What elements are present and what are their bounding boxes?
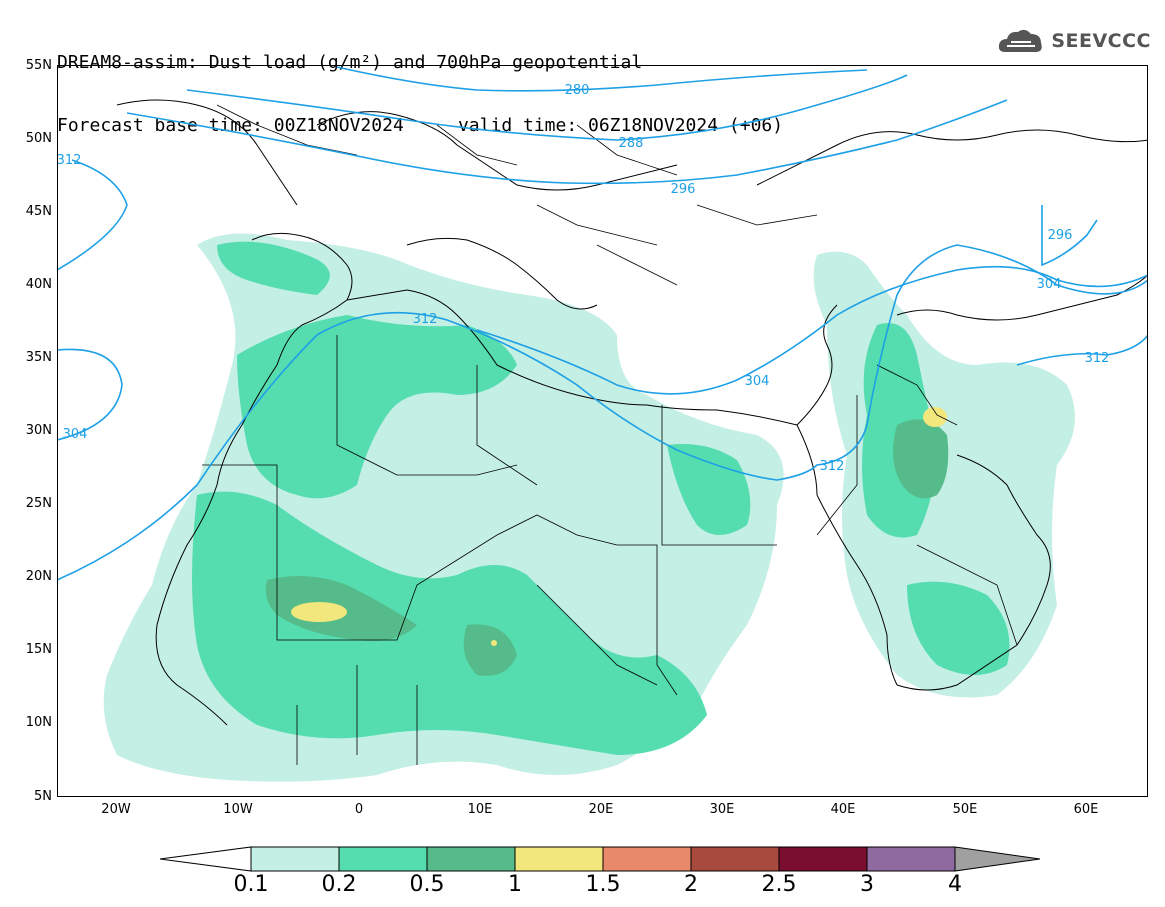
lon-label-60e: 60E <box>1073 802 1099 817</box>
cloud-icon <box>999 29 1043 52</box>
colorbar <box>160 846 1041 872</box>
contour-labels: 280 288 296 304 312 312 304 312 304 312 … <box>57 83 1110 474</box>
lat-label-45n: 45N <box>25 204 52 219</box>
title-line-1: DREAM8-assim: Dust load (g/m²) and 700hP… <box>57 52 643 73</box>
colorbar-label-2: 2 <box>684 872 698 897</box>
coastlines <box>116 99 1148 726</box>
colorbar-bin-1 <box>338 846 428 872</box>
lon-label-50e: 50E <box>952 802 978 817</box>
dust-field-medium <box>192 241 1010 755</box>
colorbar-bin-6 <box>778 846 868 872</box>
contour-label-296-east: 296 <box>1048 228 1073 243</box>
colorbar-bin-0 <box>250 846 340 872</box>
contour-label-312-central: 312 <box>413 312 438 327</box>
contour-label-304-central: 304 <box>745 374 770 389</box>
colorbar-bin-3 <box>514 846 604 872</box>
geopotential-contours <box>57 66 1148 581</box>
lon-label-30e: 30E <box>709 802 735 817</box>
lat-label-5n: 5N <box>34 789 52 804</box>
contour-label-312-west: 312 <box>57 153 81 168</box>
contour-label-280: 280 <box>565 83 590 98</box>
colorbar-label-2.5: 2.5 <box>761 872 797 897</box>
lon-label-10w: 10W <box>223 802 253 817</box>
colorbar-label-0.2: 0.2 <box>321 872 357 897</box>
lat-label-10n: 10N <box>25 715 52 730</box>
colorbar-bin-4 <box>602 846 692 872</box>
lat-label-40n: 40N <box>25 277 52 292</box>
lon-label-20e: 20E <box>588 802 614 817</box>
contour-label-304-west: 304 <box>63 427 88 442</box>
logo-text: SEEVCCC <box>1051 30 1151 52</box>
lat-label-25n: 25N <box>25 496 52 511</box>
lon-label-0: 0 <box>354 802 364 817</box>
dust-map: 280 288 296 304 312 312 304 312 304 312 … <box>57 65 1148 797</box>
lat-label-30n: 30N <box>25 423 52 438</box>
contour-label-304: 304 <box>1037 277 1062 292</box>
colorbar-label-1: 1 <box>508 872 522 897</box>
contour-label-312-east: 312 <box>1085 351 1110 366</box>
contour-label-296: 296 <box>671 182 696 197</box>
lat-label-15n: 15N <box>25 642 52 657</box>
colorbar-label-1.5: 1.5 <box>585 872 621 897</box>
lat-label-20n: 20N <box>25 569 52 584</box>
colorbar-label-0.1: 0.1 <box>233 872 269 897</box>
colorbar-bin-5 <box>690 846 780 872</box>
colorbar-label-0.5: 0.5 <box>409 872 445 897</box>
lon-label-40e: 40E <box>830 802 856 817</box>
lat-label-35n: 35N <box>25 350 52 365</box>
contour-label-312-south: 312 <box>820 459 845 474</box>
lat-label-55n: 55N <box>25 58 52 73</box>
lon-label-10e: 10E <box>467 802 493 817</box>
lon-label-20w: 20W <box>101 802 131 817</box>
country-borders <box>202 104 1018 765</box>
colorbar-bin-7 <box>866 846 956 872</box>
dust-field-peak <box>291 407 947 646</box>
colorbar-label-3: 3 <box>860 872 874 897</box>
colorbar-over-arrow <box>954 846 1041 872</box>
contour-label-288: 288 <box>619 136 644 151</box>
colorbar-label-4: 4 <box>948 872 962 897</box>
colorbar-bin-2 <box>426 846 516 872</box>
lat-label-50n: 50N <box>25 131 52 146</box>
colorbar-under-arrow <box>160 846 252 872</box>
seevccc-logo: SEEVCCC <box>997 26 1151 56</box>
